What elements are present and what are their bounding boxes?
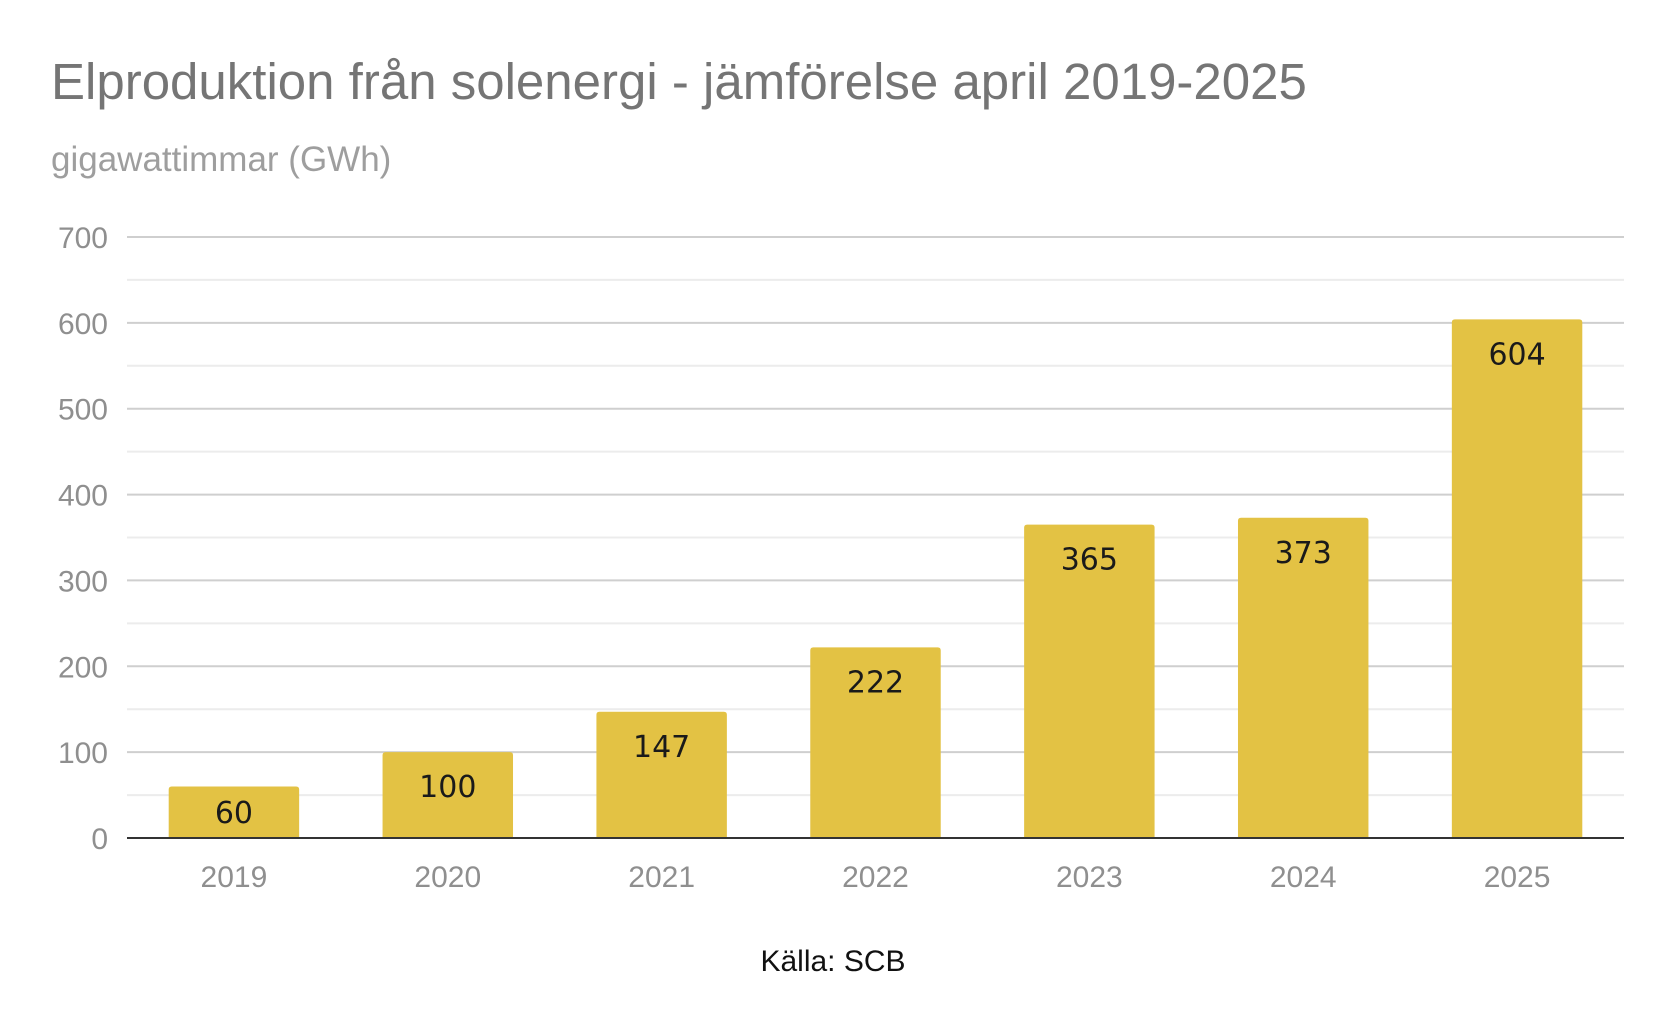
data-label-2020: 100 <box>419 770 476 805</box>
x-tick-label: 2021 <box>628 861 695 894</box>
x-tick-label: 2023 <box>1056 861 1123 894</box>
y-tick-label: 200 <box>58 651 108 684</box>
x-tick-label: 2019 <box>201 861 268 894</box>
x-tick-label: 2025 <box>1484 861 1551 894</box>
source-note: Källa: SCB <box>760 945 906 978</box>
x-tick-label: 2022 <box>842 861 909 894</box>
y-tick-label: 500 <box>58 394 108 427</box>
data-label-2023: 365 <box>1061 543 1118 578</box>
chart-title: Elproduktion från solenergi - jämförelse… <box>51 53 1307 110</box>
bar-2021 <box>596 711 727 838</box>
x-tick-label: 2024 <box>1270 861 1337 894</box>
x-axis-tick-labels: 2019 2020 2021 2022 2023 2024 2025 <box>201 861 1551 894</box>
bar-2020 <box>382 752 514 838</box>
data-label-2025: 604 <box>1488 337 1545 372</box>
y-axis-tick-labels: 0 100 200 300 400 500 600 700 <box>58 222 108 856</box>
x-tick-label: 2020 <box>414 861 481 894</box>
data-labels: 60 100 147 222 365 373 604 <box>215 337 1546 831</box>
chart-subtitle: gigawattimmar (GWh) <box>51 140 392 179</box>
bars <box>168 319 1583 838</box>
bar-2023 <box>1024 524 1155 838</box>
bar-2019 <box>168 786 300 838</box>
data-label-2022: 222 <box>847 665 904 700</box>
data-label-2021: 147 <box>633 730 690 765</box>
y-tick-label: 600 <box>58 308 108 341</box>
data-label-2019: 60 <box>215 796 253 831</box>
y-tick-label: 400 <box>58 480 108 513</box>
bar-2025 <box>1451 319 1583 838</box>
y-tick-label: 100 <box>58 737 108 770</box>
data-label-2024: 373 <box>1275 536 1332 571</box>
y-tick-label: 0 <box>91 823 108 856</box>
bar-2024 <box>1237 517 1369 838</box>
bar-2022 <box>810 647 941 838</box>
y-tick-label: 300 <box>58 565 108 598</box>
y-tick-label: 700 <box>58 222 108 255</box>
